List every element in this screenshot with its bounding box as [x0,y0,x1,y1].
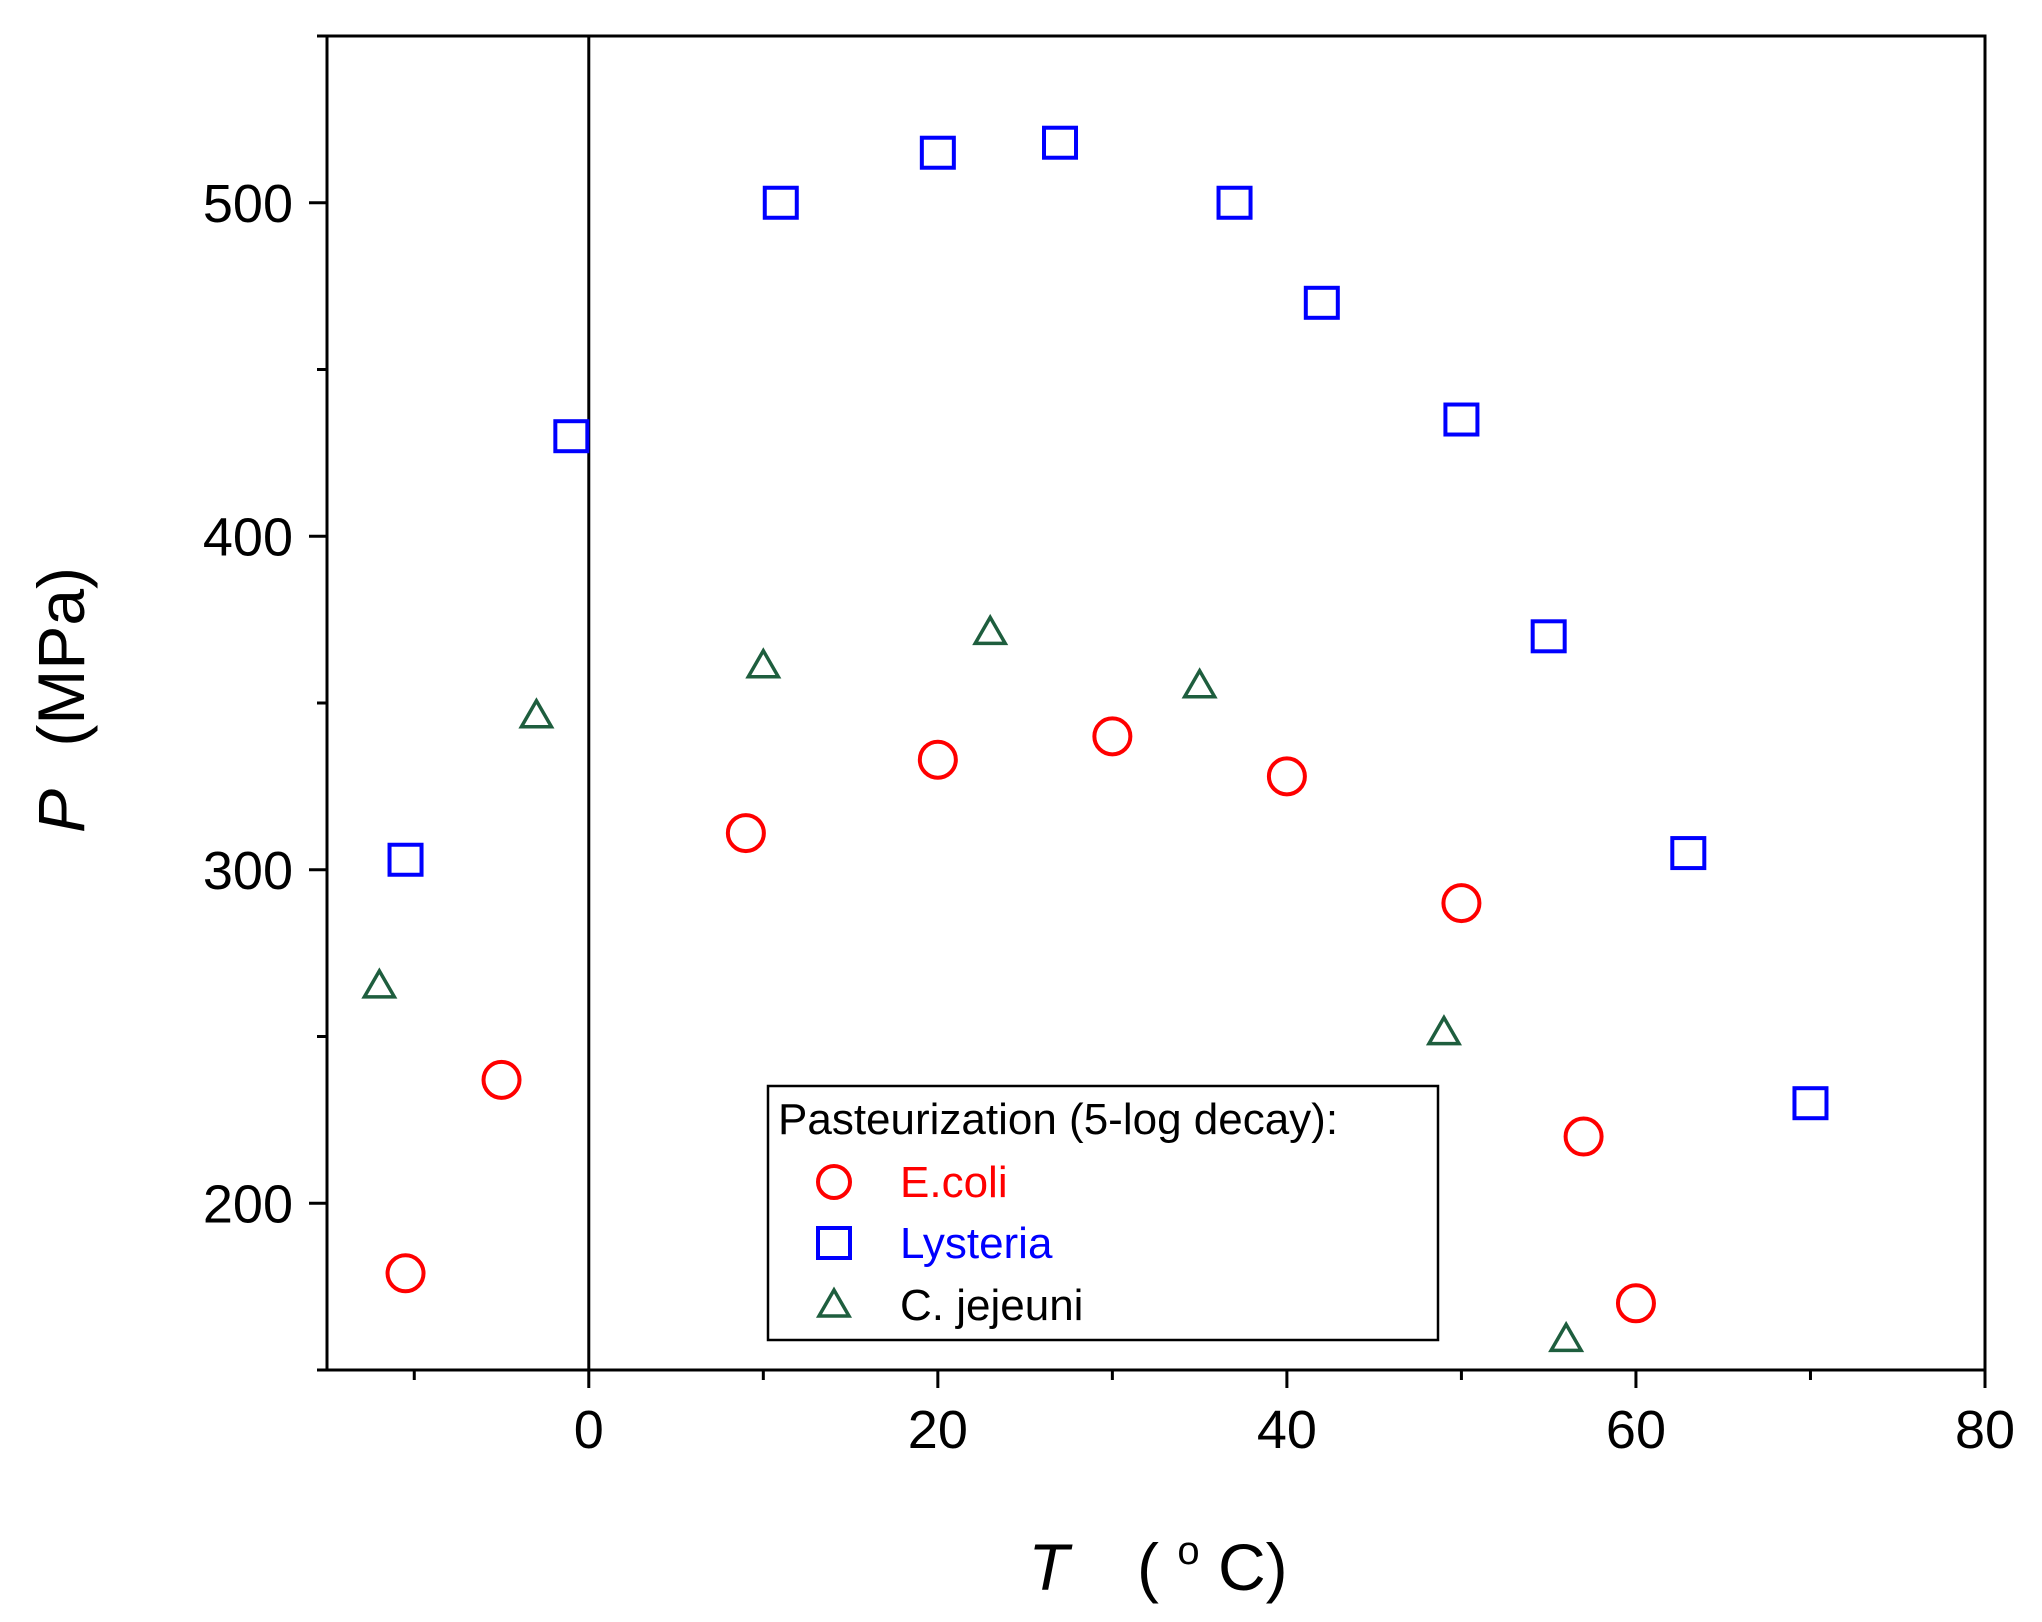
y-tick-label: 300 [203,841,293,901]
lysteria-point [553,419,590,454]
y-axis-symbol: P [24,789,98,833]
lysteria-point [1216,185,1253,220]
lysteria-point [762,185,799,220]
lysteria-point [1042,125,1079,160]
x-tick-label: 80 [1955,1400,2015,1460]
y-axis-title: P (MPa) [24,567,98,833]
x-tick-label: 60 [1606,1400,1666,1460]
legend: Pasteurization (5-log decay): E.coli Lys… [766,1084,1440,1342]
c-jejeuni-point [745,647,782,679]
lysteria-point [1303,285,1340,320]
c-jejeuni-point [361,967,398,999]
e-coli-point [1615,1283,1656,1324]
c-jejeuni-point [972,613,1009,646]
lysteria-point [1443,402,1480,437]
y-tick-label: 400 [203,507,293,567]
e-coli-point [385,1253,426,1294]
axis-ticks [309,34,1987,1388]
e-coli-point [917,739,958,780]
legend-marker-cjejeuni [815,1286,853,1318]
data-points [361,125,1829,1353]
x-tick-label: 0 [574,1400,604,1460]
lysteria-point [1530,619,1567,654]
e-coli-point [481,1059,522,1100]
e-coli-point [1092,716,1133,757]
x-axis-unit-rest: C) [1218,1530,1288,1604]
lysteria-point [919,135,956,170]
x-axis-title: T ( o C) [1028,1504,1287,1604]
lysteria-point [1670,836,1707,871]
e-coli-point [1266,756,1307,797]
c-jejeuni-point [1181,667,1218,699]
c-jejeuni-point [1425,1014,1462,1046]
legend-label-cjejeuni: C. jejeuni [900,1281,1083,1330]
legend-title: Pasteurization (5-log decay): [778,1095,1338,1144]
lysteria-point [387,842,424,877]
legend-label-lysteria: Lysteria [900,1219,1053,1268]
x-tick-label: 40 [1257,1400,1317,1460]
e-coli-point [725,813,766,854]
y-axis-unit: (MPa) [24,567,98,747]
x-axis-unit-sup: o [1177,1529,1199,1573]
legend-marker-lysteria [816,1226,852,1260]
x-axis-symbol: T [1028,1530,1073,1604]
e-coli-point [1563,1116,1604,1157]
y-tick-label: 500 [203,174,293,234]
lysteria-point [1792,1086,1829,1121]
c-jejeuni-point [518,697,555,729]
x-axis-unit-prefix: ( [1137,1530,1159,1604]
tick-labels: 0 20 40 60 80 200 300 400 500 [203,174,2015,1460]
legend-label-ecoli: E.coli [900,1158,1008,1207]
legend-box [766,1084,1440,1342]
legend-marker-ecoli [816,1164,852,1200]
e-coli-point [1441,883,1482,924]
c-jejeuni-point [1548,1320,1585,1353]
x-tick-label: 20 [908,1400,968,1460]
y-tick-label: 200 [203,1174,293,1234]
